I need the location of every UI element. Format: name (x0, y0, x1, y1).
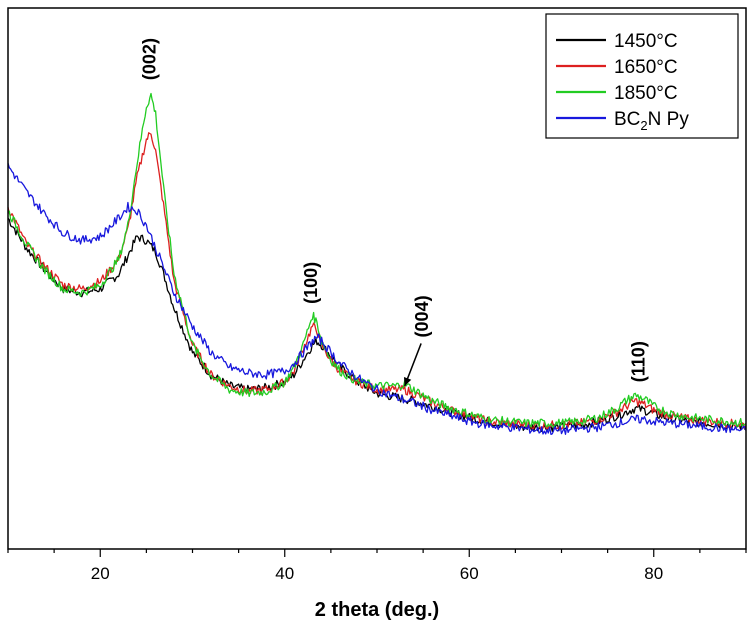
peak-label: (004) (412, 295, 432, 337)
x-tick-label: 80 (644, 564, 663, 583)
legend-label: 1850°C (614, 83, 678, 104)
x-tick-label: 60 (460, 564, 479, 583)
x-tick-label: 20 (91, 564, 110, 583)
legend-label: 1650°C (614, 57, 678, 78)
peak-label: (100) (301, 262, 321, 304)
x-axis: 20 40 60 80 (8, 549, 746, 583)
legend-label: 1450°C (614, 31, 678, 52)
peak-label: (002) (140, 38, 160, 80)
legend: 1450°C 1650°C 1850°C BC2N Py (546, 14, 738, 138)
peak-label: (110) (629, 341, 649, 382)
series-layer (8, 94, 746, 435)
legend-label: BC2N Py (614, 109, 689, 133)
x-tick-label: 40 (275, 564, 294, 583)
x-axis-label: 2 theta (deg.) (315, 599, 439, 621)
